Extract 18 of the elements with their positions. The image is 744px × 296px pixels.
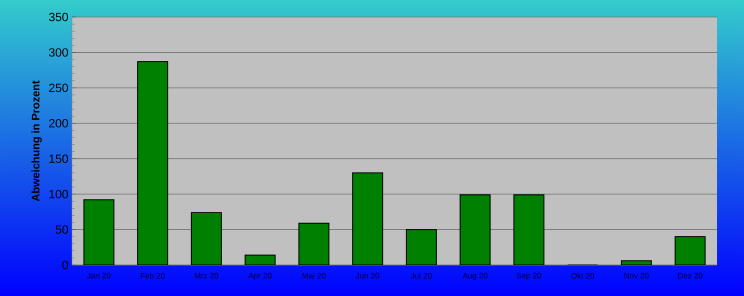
bar [352,172,384,265]
bar [83,199,114,265]
y-tick-label: 250 [49,84,68,92]
bar [190,212,222,265]
y-tick-label: 0 [62,260,68,270]
bar [674,236,706,265]
bar [513,194,544,265]
y-tick-label: 350 [48,12,68,22]
y-tick-label: 100 [49,190,68,198]
bar [137,61,168,265]
y-tick-label: 50 [56,225,68,234]
bar [406,229,437,265]
y-tick-label: 200 [49,119,68,128]
y-tick-label: 300 [48,48,68,57]
bar [298,222,330,265]
y-axis-title: Abweichung in Prozent [31,80,42,202]
y-tick-label: 150 [49,154,68,163]
bar [460,194,491,265]
